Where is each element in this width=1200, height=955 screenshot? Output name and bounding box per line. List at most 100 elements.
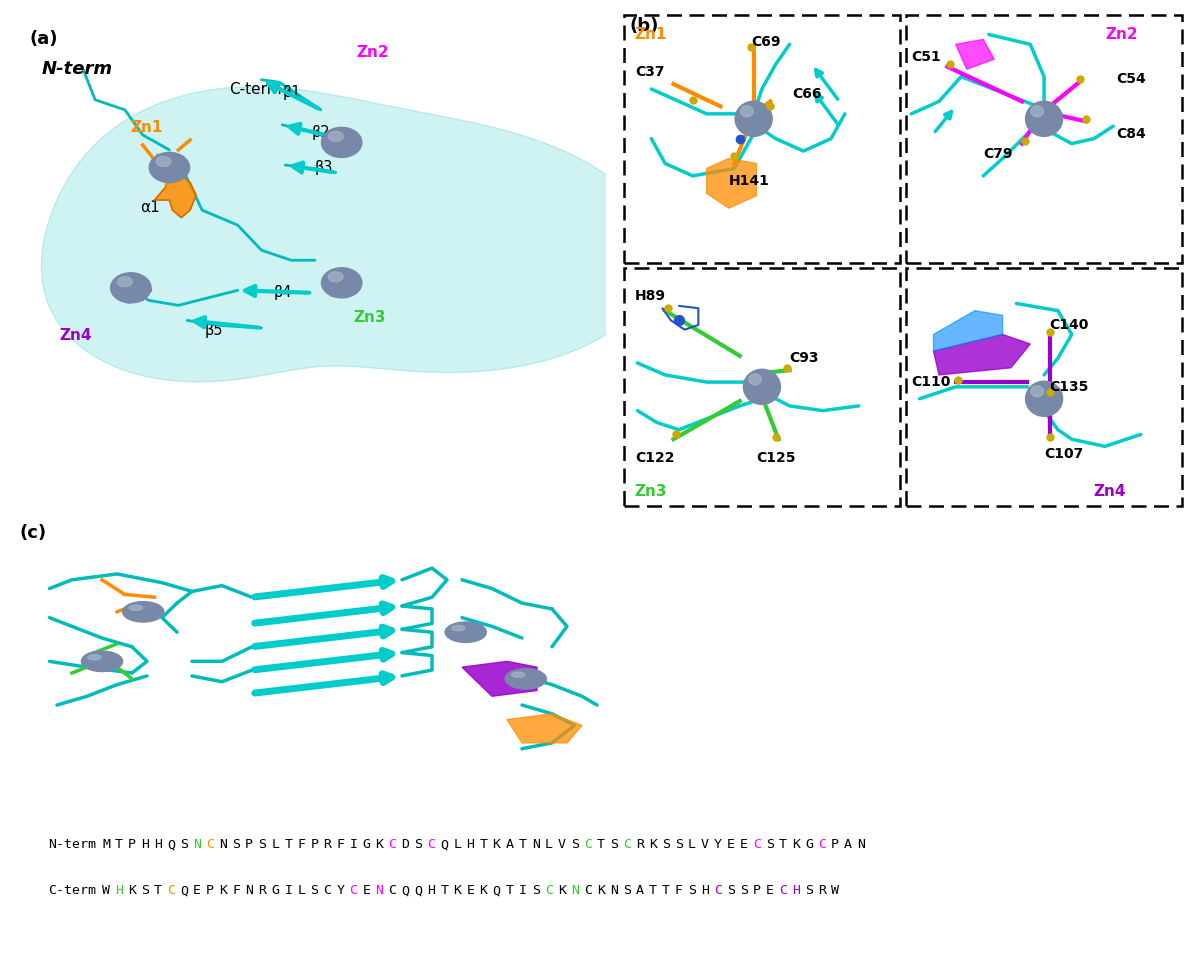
Text: H: H <box>427 884 436 898</box>
Text: I: I <box>349 838 358 852</box>
Ellipse shape <box>1031 386 1044 396</box>
Text: S: S <box>662 838 670 852</box>
Text: S: S <box>532 884 540 898</box>
Ellipse shape <box>1026 101 1063 137</box>
Text: P: P <box>754 884 761 898</box>
Ellipse shape <box>1026 381 1063 416</box>
Text: Q: Q <box>493 884 500 898</box>
Text: C: C <box>623 838 631 852</box>
Bar <box>906 14 1182 263</box>
Text: β1: β1 <box>282 85 301 99</box>
Text: F: F <box>298 838 305 852</box>
Text: S: S <box>674 838 683 852</box>
Text: H: H <box>154 838 162 852</box>
Text: K: K <box>376 838 384 852</box>
Text: H: H <box>115 884 124 898</box>
Text: C: C <box>167 884 175 898</box>
Text: E: E <box>193 884 202 898</box>
Text: S: S <box>414 838 422 852</box>
Text: C107: C107 <box>1044 447 1084 460</box>
Text: C140: C140 <box>1050 318 1088 332</box>
Text: H: H <box>792 884 800 898</box>
Text: I: I <box>284 884 293 898</box>
Text: β4: β4 <box>274 286 292 300</box>
Text: C: C <box>206 838 214 852</box>
Text: H141: H141 <box>728 174 769 188</box>
Ellipse shape <box>1031 106 1044 117</box>
Text: R: R <box>323 838 331 852</box>
Text: Q: Q <box>180 884 188 898</box>
Polygon shape <box>155 175 196 218</box>
Text: S: S <box>311 884 318 898</box>
Text: S: S <box>623 884 631 898</box>
Text: T: T <box>662 884 670 898</box>
Text: S: S <box>180 838 188 852</box>
Text: Q: Q <box>167 838 175 852</box>
Ellipse shape <box>82 651 122 671</box>
Ellipse shape <box>736 101 772 137</box>
Text: C: C <box>427 838 436 852</box>
Text: β2: β2 <box>312 125 330 139</box>
Text: T: T <box>518 838 527 852</box>
Text: T: T <box>154 884 162 898</box>
Text: C135: C135 <box>1050 380 1088 393</box>
Text: H: H <box>701 884 709 898</box>
Text: F: F <box>336 838 344 852</box>
Text: T: T <box>779 838 787 852</box>
Text: β3: β3 <box>314 160 334 175</box>
Text: A: A <box>844 838 852 852</box>
Text: M: M <box>102 838 110 852</box>
Text: L: L <box>454 838 462 852</box>
Text: α1: α1 <box>139 201 160 215</box>
Text: E: E <box>727 838 734 852</box>
Ellipse shape <box>511 672 526 677</box>
Text: K: K <box>480 884 487 898</box>
Text: Q: Q <box>440 838 449 852</box>
Text: C-term: C-term <box>229 82 282 97</box>
Text: S: S <box>688 884 696 898</box>
Text: C: C <box>818 838 826 852</box>
Text: R: R <box>636 838 644 852</box>
Text: N: N <box>193 838 202 852</box>
Text: E: E <box>362 884 371 898</box>
Text: S: S <box>766 838 774 852</box>
Text: W: W <box>832 884 839 898</box>
Text: C-term: C-term <box>48 884 96 898</box>
Ellipse shape <box>749 373 761 385</box>
Text: P: P <box>311 838 318 852</box>
Text: Y: Y <box>336 884 344 898</box>
Ellipse shape <box>329 272 343 282</box>
Ellipse shape <box>744 370 780 404</box>
Text: C: C <box>754 838 761 852</box>
Text: C: C <box>583 838 592 852</box>
Text: C: C <box>323 884 331 898</box>
Text: N: N <box>610 884 618 898</box>
Text: K: K <box>454 884 462 898</box>
Text: (c): (c) <box>19 524 47 542</box>
Text: N: N <box>245 884 253 898</box>
Ellipse shape <box>740 106 754 117</box>
Text: C125: C125 <box>756 452 796 465</box>
Polygon shape <box>508 713 582 743</box>
Text: T: T <box>115 838 124 852</box>
Polygon shape <box>462 661 538 696</box>
Text: E: E <box>740 838 748 852</box>
Ellipse shape <box>329 132 343 141</box>
Ellipse shape <box>122 602 164 622</box>
Text: C122: C122 <box>635 452 674 465</box>
Text: C54: C54 <box>1116 72 1146 86</box>
Text: T: T <box>284 838 293 852</box>
Polygon shape <box>113 280 151 303</box>
Text: Q: Q <box>414 884 422 898</box>
Text: H: H <box>467 838 474 852</box>
Text: Zn3: Zn3 <box>354 310 386 326</box>
Text: Q: Q <box>402 884 409 898</box>
Polygon shape <box>934 334 1031 375</box>
Text: (b): (b) <box>629 17 659 35</box>
Ellipse shape <box>451 626 466 630</box>
Text: H89: H89 <box>635 289 666 304</box>
Polygon shape <box>955 39 995 69</box>
Text: Zn4: Zn4 <box>1094 484 1127 499</box>
Ellipse shape <box>130 605 143 610</box>
Text: S: S <box>740 884 748 898</box>
